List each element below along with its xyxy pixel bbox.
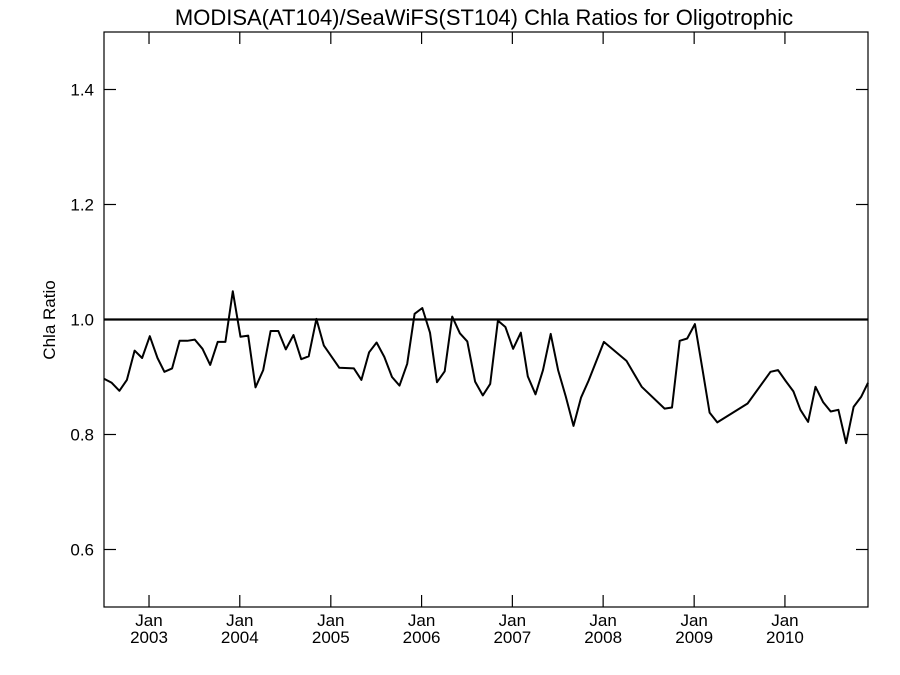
x-tick-label-month: Jan — [771, 611, 798, 630]
x-tick-label-year: 2003 — [130, 628, 168, 647]
y-tick-label: 1.0 — [70, 311, 94, 330]
x-tick-label-year: 2006 — [403, 628, 441, 647]
y-tick-label: 1.2 — [70, 196, 94, 215]
x-tick-label-year: 2004 — [221, 628, 259, 647]
y-tick-label: 0.8 — [70, 426, 94, 445]
y-tick-label: 0.6 — [70, 541, 94, 560]
x-tick-label-year: 2008 — [584, 628, 622, 647]
y-axis-label: Chla Ratio — [40, 280, 59, 359]
x-tick-label-year: 2005 — [312, 628, 350, 647]
series-line — [103, 290, 869, 445]
x-tick-label-month: Jan — [226, 611, 253, 630]
x-tick-label-year: 2007 — [493, 628, 531, 647]
y-tick-label: 1.4 — [70, 81, 94, 100]
x-tick-label-month: Jan — [317, 611, 344, 630]
x-tick-label-year: 2009 — [675, 628, 713, 647]
x-tick-label-month: Jan — [499, 611, 526, 630]
x-tick-label-month: Jan — [408, 611, 435, 630]
chart-title: MODISA(AT104)/SeaWiFS(ST104) Chla Ratios… — [175, 5, 793, 30]
x-tick-label-year: 2010 — [766, 628, 804, 647]
x-tick-label-month: Jan — [135, 611, 162, 630]
x-tick-label-month: Jan — [589, 611, 616, 630]
x-tick-label-month: Jan — [680, 611, 707, 630]
